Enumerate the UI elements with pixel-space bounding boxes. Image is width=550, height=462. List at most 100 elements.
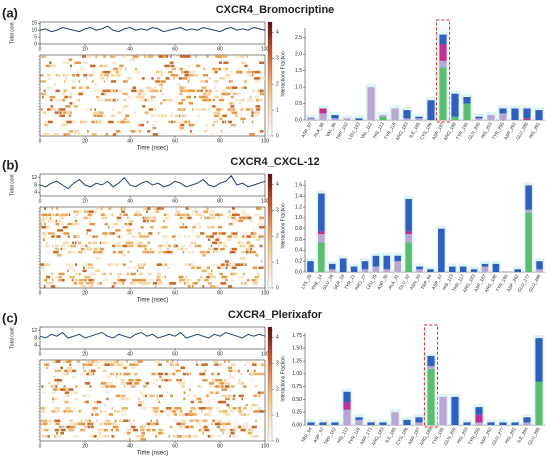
heatmap-cell [58,369,61,373]
heatmap-cell [241,70,248,74]
bar-segment [355,118,363,120]
heatmap-cell [91,369,96,373]
heatmap-cell [139,232,142,235]
heatmap-cell [40,263,46,266]
heatmap-cell [132,278,138,282]
heatmap-cell [162,431,164,435]
heatmap-cell [128,378,134,382]
heatmap-cell [63,89,67,93]
heatmap-cell [221,428,225,432]
heatmap-cell [182,114,185,118]
heatmap-cell [154,428,156,432]
heatmap-cell [46,86,52,89]
y-tick-label: 1.25 [292,358,302,364]
bar-segment [499,113,507,120]
heatmap-cell [126,428,132,432]
heatmap-cells [40,55,266,136]
heatmap-cell [55,419,60,423]
heatmap-cell [239,244,246,248]
heatmap-cell [191,413,194,416]
heatmap-cell [116,282,123,285]
heatmap-cell [43,133,49,136]
heatmap-cell [55,422,60,426]
heatmap-cell [219,77,225,80]
heatmap-cell [218,250,221,254]
heatmap-cell [155,80,157,83]
heatmap-cell [75,98,79,102]
heatmap-cell [249,244,253,248]
x-tick-label: 20 [82,198,88,204]
heatmap-cell [258,222,264,226]
heatmap-cell [200,272,202,276]
heatmap-cell [55,219,57,223]
x-tick-label: 60 [172,290,178,296]
bar-segment [536,261,543,270]
heatmap-cell [88,266,94,270]
heatmap-cell [162,225,168,229]
heatmap-cell [55,213,59,217]
x-tick-label: 80 [217,443,223,449]
heatmap-cell [130,425,137,429]
heatmap-cell [240,117,246,121]
heatmap-cell [112,98,118,102]
heatmap-cell [144,282,151,285]
heatmap-cell [224,413,230,416]
heatmap-cell [103,278,109,282]
heatmap-cell [240,241,247,245]
heatmap-cell [259,244,263,248]
heatmap-cell [47,108,52,111]
bar-segment [415,116,423,119]
heatmap-cell [206,225,213,229]
heatmap-cell [172,263,174,266]
heatmap-cell [133,266,137,270]
heatmap-cell [83,266,85,270]
heatmap-cell [223,425,225,429]
heatmap-cell [179,126,185,130]
heatmap-cell [147,428,151,432]
heatmap-cell [120,207,123,210]
bar-segment [427,356,435,367]
heatmap-cell [170,250,174,254]
heatmap-cell [163,410,166,413]
heatmap-cell [62,388,69,391]
heatmap-cell [112,89,117,93]
heatmap-cell [74,133,77,136]
heatmap-cell [121,378,125,382]
heatmap-cell [78,92,83,96]
heatmap-cell [254,410,259,413]
heatmap-cell [126,216,128,220]
heatmap-cell [140,92,146,96]
heatmap-cell [105,133,109,136]
bar-segment [405,234,412,243]
heatmap-cell [170,394,174,398]
heatmap-cell [186,213,190,217]
heatmap-cell [221,120,225,124]
heatmap-cell [62,360,69,363]
heatmap-cell [150,422,156,426]
heatmap-cell [51,235,55,238]
heatmap-cell [41,419,48,423]
heatmap-cell [178,77,183,80]
heatmap-cell [179,55,186,58]
heatmap-cell [89,372,94,376]
heatmap-cell [40,80,47,83]
heatmap-cell [89,285,94,288]
heatmap-cell [194,244,197,248]
heatmap-cell [179,89,183,93]
heatmap-cell [46,366,48,370]
colorbar-tick-label: 2 [276,387,279,393]
heatmap-cell [175,378,181,382]
heatmap-cell [145,210,149,213]
heatmap-cell [94,108,96,111]
heatmap-cell [171,360,174,363]
bar-segment [331,115,339,119]
heatmap-cell [134,70,141,74]
heatmap-cell [49,98,53,102]
heatmap-cell [209,382,215,385]
heatmap-cell [121,282,125,285]
heatmap-cell [55,275,59,279]
heatmap-cell [145,216,149,220]
heatmap-cell [41,225,47,229]
heatmap-cell [136,269,138,273]
heatmap-cell [101,272,106,276]
